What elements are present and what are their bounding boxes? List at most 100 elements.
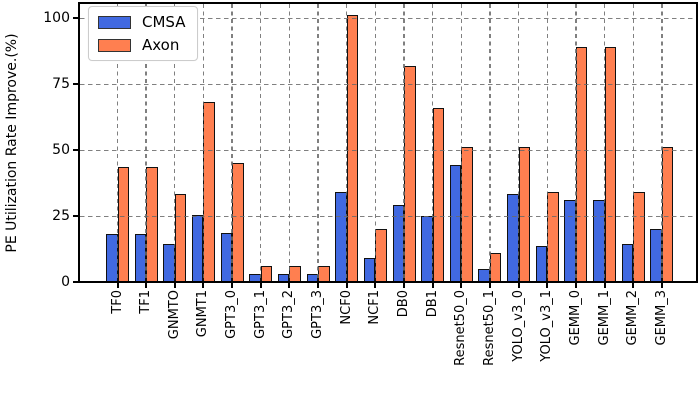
bar-cmsa-GEMM_2 <box>621 243 634 282</box>
bar-cmsa-GPT3_1 <box>249 274 261 282</box>
gridline-v-GPT3_3 <box>317 4 319 282</box>
x-tick-label-GEMM_0: GEMM_0 <box>567 290 583 346</box>
gridline-v-GNMTO <box>174 4 176 282</box>
x-tick-DB1 <box>431 283 434 288</box>
y-tick-50 <box>73 149 79 151</box>
bar-axon-GEMM_1 <box>604 47 617 282</box>
bar-axon-YOLO_v3_1 <box>547 192 559 282</box>
gridline-v-GEMM_0 <box>575 4 577 282</box>
x-tick-label-DB1: DB1 <box>424 290 440 318</box>
y-tick-25 <box>73 215 79 217</box>
bar-cmsa-GPT3_3 <box>306 274 319 282</box>
plot-area <box>80 4 697 282</box>
bar-axon-TF1 <box>146 167 158 282</box>
x-tick-label-GPT3_2: GPT3_2 <box>281 290 297 339</box>
x-tick-label-Resnet50_1: Resnet50_1 <box>481 290 497 366</box>
x-tick-label-GEMM_3: GEMM_3 <box>653 290 669 346</box>
y-axis-label: PE Utilization Rate Improve.(%) <box>4 33 20 253</box>
x-tick-GEMM_0 <box>574 283 577 288</box>
bar-cmsa-DB1 <box>421 216 433 282</box>
x-tick-label-GEMM_2: GEMM_2 <box>625 290 641 346</box>
bar-axon-GPT3_2 <box>289 266 301 282</box>
bar-axon-Resnet50_1 <box>489 252 502 282</box>
x-tick-TF1 <box>145 283 148 288</box>
x-tick-YOLO_v3_1 <box>546 283 549 288</box>
bar-axon-GPT3_1 <box>260 266 273 282</box>
bar-axon-GNMT1 <box>203 102 215 282</box>
x-tick-label-GPT3_1: GPT3_1 <box>252 290 268 339</box>
bar-cmsa-GPT3_2 <box>277 274 290 282</box>
x-tick-DB0 <box>403 283 405 288</box>
x-tick-GPT3_0 <box>231 283 234 288</box>
gridline-v-TF1 <box>145 4 147 282</box>
bar-axon-GEMM_0 <box>575 47 588 282</box>
bar-cmsa-TF1 <box>134 234 147 282</box>
x-tick-GPT3_2 <box>288 283 291 288</box>
bar-axon-GEMM_3 <box>661 147 674 282</box>
y-tick-label-0: 0 <box>61 274 70 290</box>
x-tick-NCF1 <box>374 283 377 288</box>
gridline-v-GPT3_2 <box>288 4 291 282</box>
gridline-v-GPT3_0 <box>231 4 233 282</box>
bar-axon-GPT3_3 <box>318 266 330 282</box>
legend-swatch-axon-icon <box>98 38 131 52</box>
bar-cmsa-Resnet50_0 <box>449 164 462 282</box>
bar-cmsa-GNMTO <box>163 243 175 282</box>
x-tick-GEMM_1 <box>603 283 606 288</box>
bar-axon-DB1 <box>432 107 445 282</box>
x-tick-GEMM_2 <box>632 283 635 288</box>
gridline-h-50 <box>80 150 697 152</box>
legend-label-cmsa: CMSA <box>142 13 186 31</box>
x-tick-GNMTO <box>173 283 176 288</box>
x-tick-TF0 <box>116 283 119 288</box>
gridline-v-GPT3_1 <box>260 4 262 282</box>
gridline-v-DB0 <box>403 4 405 282</box>
gridline-v-DB1 <box>431 4 434 282</box>
bar-cmsa-GEMM_3 <box>650 229 662 282</box>
x-tick-label-GNMT1: GNMT1 <box>195 290 211 338</box>
gridline-v-Resnet50_1 <box>489 4 491 282</box>
y-tick-label-100: 100 <box>43 10 70 26</box>
bar-axon-GPT3_0 <box>232 163 244 282</box>
x-tick-Resnet50_1 <box>488 283 491 288</box>
bar-axon-DB0 <box>404 65 416 282</box>
y-tick-label-25: 25 <box>52 208 70 224</box>
gridline-v-NCF0 <box>346 4 348 282</box>
bar-cmsa-GPT3_0 <box>220 233 233 282</box>
bar-axon-YOLO_v3_0 <box>518 147 531 282</box>
legend-item-axon: Axon <box>98 37 185 53</box>
x-tick-label-GNMTO: GNMTO <box>166 290 182 340</box>
gridline-v-GEMM_1 <box>603 4 606 282</box>
gridline-h-100 <box>80 18 697 20</box>
bar-cmsa-GNMT1 <box>191 214 204 282</box>
y-tick-100 <box>73 17 79 19</box>
x-tick-GEMM_3 <box>660 283 663 288</box>
x-tick-label-NCF1: NCF1 <box>367 290 383 325</box>
x-tick-GPT3_3 <box>317 283 320 288</box>
bar-cmsa-NCF0 <box>335 192 347 282</box>
x-tick-Resnet50_0 <box>460 283 463 288</box>
x-tick-label-TF0: TF0 <box>109 290 125 314</box>
bar-cmsa-TF0 <box>106 234 118 282</box>
bar-axon-TF0 <box>117 167 129 282</box>
y-tick-label-50: 50 <box>52 142 70 158</box>
gridline-h-25 <box>80 216 697 218</box>
gridline-v-YOLO_v3_0 <box>517 4 520 282</box>
bar-axon-NCF0 <box>346 15 359 282</box>
bar-cmsa-NCF1 <box>363 258 376 282</box>
gridline-v-Resnet50_0 <box>460 4 462 282</box>
gridline-v-YOLO_v3_1 <box>546 4 548 282</box>
legend-swatch-cmsa-icon <box>98 15 131 29</box>
bar-axon-GEMM_2 <box>633 192 645 282</box>
y-tick-0 <box>73 281 79 283</box>
x-tick-YOLO_v3_0 <box>517 283 520 288</box>
x-tick-label-TF1: TF1 <box>138 290 154 314</box>
bar-axon-Resnet50_0 <box>461 147 473 282</box>
gridline-h-75 <box>80 84 697 86</box>
bar-cmsa-YOLO_v3_0 <box>507 193 519 282</box>
x-tick-label-GPT3_3: GPT3_3 <box>310 290 326 339</box>
x-tick-label-NCF0: NCF0 <box>338 290 354 325</box>
x-tick-label-YOLO_v3_0: YOLO_v3_0 <box>510 290 526 362</box>
x-tick-GPT3_1 <box>259 283 262 288</box>
